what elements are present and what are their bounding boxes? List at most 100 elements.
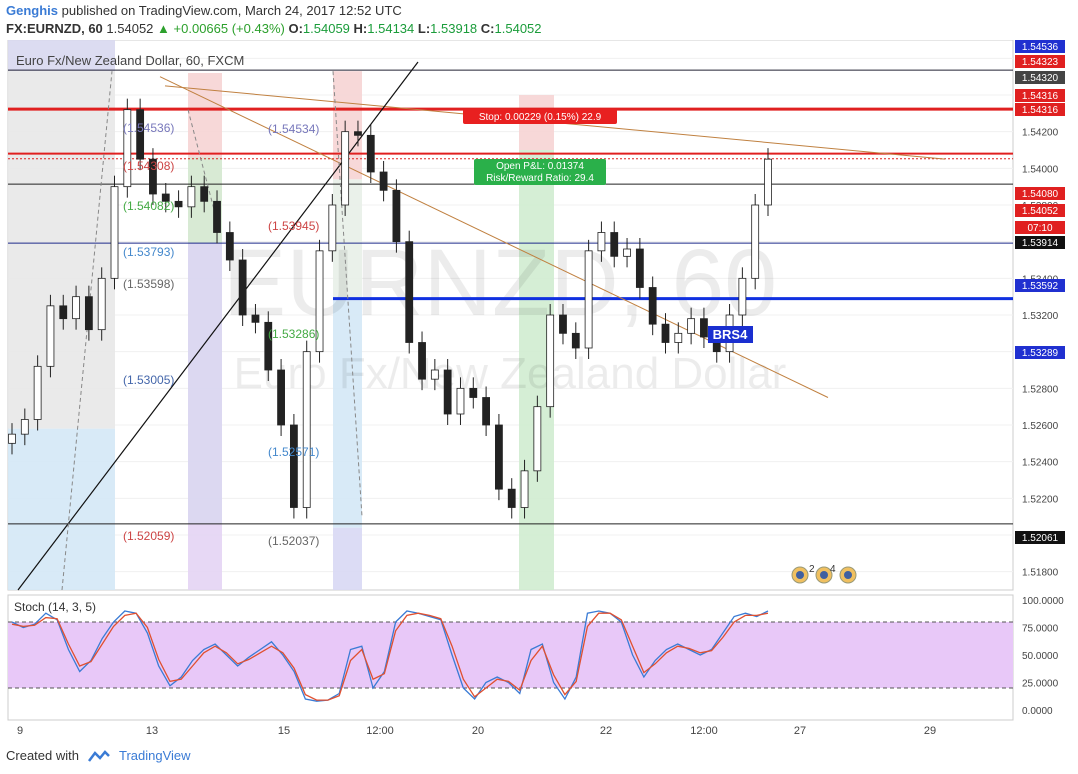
fib-label: (1.54536): [123, 121, 174, 135]
candle-body: [33, 365, 42, 420]
candle-body: [110, 186, 119, 279]
stoch-y-tick: 75.0000: [1022, 624, 1059, 635]
fib-label: (1.53945): [268, 219, 319, 233]
price-change: ▲ +0.00665 (+0.43%): [157, 21, 285, 36]
candle-body: [84, 296, 93, 331]
candle-body: [289, 424, 298, 508]
candle-body: [507, 488, 516, 508]
open-label: O:: [288, 21, 303, 36]
x-tick-label: 12:00: [690, 725, 718, 737]
candle-body: [571, 332, 580, 349]
candle-body: [251, 314, 260, 323]
watermark-name: Euro Fx/New Zealand Dollar: [234, 349, 787, 398]
candle-body: [648, 287, 657, 325]
candle-body: [379, 171, 388, 191]
highlight-zone: [188, 524, 222, 590]
projection-line: [61, 71, 113, 591]
x-tick-label: 27: [794, 725, 806, 737]
candle-body: [123, 109, 132, 188]
price-tag: [1015, 40, 1065, 53]
open-value: 1.54059: [302, 21, 350, 36]
price-tag-label: 1.54052: [1022, 206, 1059, 217]
symbol-label: FX:EURNZD, 60: [6, 21, 103, 36]
price-tag: [1015, 89, 1065, 102]
low-value: 1.53918: [430, 21, 478, 36]
y-tick-label: 1.52600: [1022, 421, 1059, 432]
candle-body: [315, 250, 324, 353]
stoch-y-tick: 100.0000: [1022, 596, 1064, 607]
y-tick-label: 1.51800: [1022, 568, 1059, 579]
y-tick-label: 1.52400: [1022, 458, 1059, 469]
candle-body: [700, 318, 708, 338]
candle-body: [187, 186, 196, 208]
low-label: L:: [417, 21, 431, 36]
brs-label: BRS4: [713, 327, 748, 342]
candle-body: [546, 314, 555, 408]
footer: Created with TradingView: [6, 748, 191, 763]
highlight-zone: [188, 243, 222, 524]
fib-label: (1.53598): [123, 277, 174, 291]
y-tick-label: 1.52200: [1022, 494, 1059, 505]
candle-body: [136, 109, 145, 160]
created-with-label: Created with: [6, 748, 79, 763]
x-tick-label: 20: [472, 725, 484, 737]
open-pl-annotation: Open P&L: 0.01374: [496, 161, 584, 172]
candle-body: [738, 277, 747, 316]
candle-body: [610, 232, 619, 257]
candle-body: [366, 134, 375, 173]
price-tag: [1015, 346, 1065, 359]
highlight-zone: [333, 527, 362, 590]
fib-label: (1.52059): [123, 529, 174, 543]
stop-box: [463, 109, 617, 124]
candle-body: [72, 296, 80, 320]
candle-body: [213, 200, 221, 233]
candle-body: [597, 232, 606, 252]
highlight-zone: [8, 40, 115, 72]
stop-annotation: Stop: 0.00229 (0.15%) 22.9: [479, 112, 602, 123]
candle-body: [97, 277, 106, 331]
candle-body: [520, 470, 529, 508]
price-tag-label: 1.54536: [1022, 42, 1059, 53]
candle-body: [161, 193, 170, 202]
fib-label: (1.54534): [268, 122, 319, 136]
y-tick-label: 1.53200: [1022, 311, 1059, 322]
candle-body: [495, 424, 503, 490]
price-tag-label: 1.54316: [1022, 91, 1059, 102]
candle-body: [661, 323, 670, 343]
y-tick-label: 1.52800: [1022, 384, 1059, 395]
candle-body: [238, 259, 247, 316]
candle-body: [392, 189, 401, 243]
stoch-y-tick: 25.0000: [1022, 679, 1059, 690]
candle-body: [225, 232, 234, 261]
highlight-zone: [8, 71, 115, 429]
high-value: 1.54134: [367, 21, 415, 36]
price-tag: [1015, 204, 1065, 217]
publish-header: Genghis published on TradingView.com, Ma…: [6, 3, 402, 18]
close-value: 1.54052: [494, 21, 542, 36]
price-tag-label: 1.53592: [1022, 281, 1059, 292]
y-tick-label: 1.54000: [1022, 164, 1059, 175]
event-icon-center: [796, 571, 804, 579]
event-count: 2: [809, 564, 815, 575]
chart-canvas[interactable]: EURNZD, 60 Euro Fx/New Zealand Dollar (1.5…: [0, 40, 1078, 740]
x-tick-label: 15: [278, 725, 290, 737]
price-tag-label: 1.54316: [1022, 105, 1059, 116]
price-tag: [1015, 55, 1065, 68]
projection-line: [332, 71, 363, 517]
fib-label: (1.53005): [123, 373, 174, 387]
y-tick-label: 1.54200: [1022, 128, 1059, 139]
author-name[interactable]: Genghis: [6, 3, 59, 18]
candle-body: [174, 200, 183, 208]
candle-body: [59, 305, 68, 320]
candle-body: [584, 250, 593, 349]
last-price: 1.54052: [106, 21, 154, 36]
tradingview-brand[interactable]: TradingView: [118, 748, 191, 763]
fib-label: (1.54082): [123, 199, 174, 213]
stoch-line-d: [11, 612, 769, 701]
candle-body: [764, 158, 772, 206]
candle-body: [354, 131, 362, 136]
event-icon-center: [820, 571, 828, 579]
brs-badge: [708, 326, 753, 343]
highlight-zone: [8, 428, 115, 590]
x-tick-label: 9: [17, 725, 23, 737]
